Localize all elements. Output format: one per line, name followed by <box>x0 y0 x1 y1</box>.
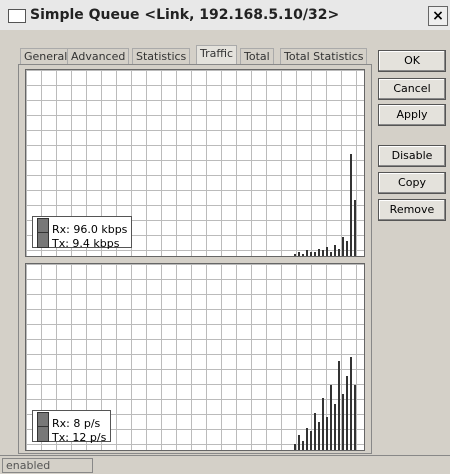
traffic-bar <box>326 417 328 450</box>
traffic-bar <box>330 252 332 256</box>
window-icon <box>8 9 26 23</box>
traffic-bar <box>338 361 340 450</box>
traffic-bar <box>314 252 316 256</box>
status-bar: enabled <box>0 455 450 474</box>
legend-entry: Rx: 96.0 kbps <box>37 218 127 232</box>
traffic-bar <box>342 237 344 256</box>
traffic-bar <box>326 247 328 256</box>
traffic-bar <box>306 250 308 256</box>
traffic-bar <box>306 428 308 450</box>
button[interactable]: Cancel <box>378 78 446 100</box>
traffic-bar <box>338 249 340 256</box>
tab[interactable]: Total Statistics <box>280 48 367 65</box>
traffic-bar <box>354 200 356 256</box>
traffic-bar <box>322 398 324 450</box>
traffic-bar <box>334 404 336 451</box>
traffic-bar <box>302 441 304 450</box>
traffic-bar <box>298 435 300 450</box>
traffic-bar <box>310 252 312 256</box>
tab[interactable]: General <box>20 48 71 65</box>
button[interactable]: Copy <box>378 172 446 194</box>
traffic-bar <box>354 385 356 450</box>
tab[interactable]: Total <box>240 48 274 65</box>
tab[interactable]: Traffic <box>196 45 237 65</box>
window: Simple Queue <Link, 192.168.5.10/32> × G… <box>0 0 450 473</box>
traffic-bar <box>322 250 324 256</box>
title-bar: Simple Queue <Link, 192.168.5.10/32> × <box>0 0 450 30</box>
traffic-bar <box>350 357 352 450</box>
button[interactable]: OK <box>378 50 446 72</box>
traffic-bar <box>350 154 352 256</box>
traffic-bar <box>298 252 300 256</box>
legend-entry: Tx: 12 p/s <box>37 426 106 440</box>
traffic-bar <box>294 254 296 256</box>
traffic-bar <box>334 245 336 256</box>
legend-swatch <box>37 426 49 442</box>
traffic-bar <box>318 249 320 256</box>
traffic-bar <box>342 394 344 450</box>
legend-entry: Rx: 8 p/s <box>37 412 106 426</box>
button[interactable]: Remove <box>378 199 446 221</box>
tab[interactable]: Advanced <box>67 48 129 65</box>
tab[interactable]: Statistics <box>132 48 190 65</box>
window-title: Simple Queue <Link, 192.168.5.10/32> <box>30 7 339 23</box>
traffic-bar <box>314 413 316 450</box>
traffic-bar <box>318 422 320 450</box>
traffic-bar <box>294 444 296 450</box>
close-button[interactable]: × <box>428 6 448 26</box>
status-text: enabled <box>2 458 93 473</box>
legend-swatch <box>37 232 49 248</box>
traffic-bar <box>302 254 304 256</box>
traffic-bar <box>330 385 332 450</box>
traffic-bar <box>346 241 348 256</box>
legend-entry: Tx: 9.4 kbps <box>37 232 127 246</box>
legend-text: Tx: 9.4 kbps <box>52 237 120 250</box>
button[interactable]: Disable <box>378 145 446 167</box>
button[interactable]: Apply <box>378 104 446 126</box>
traffic-bar <box>346 376 348 450</box>
legend-text: Tx: 12 p/s <box>52 431 106 444</box>
traffic-bar <box>310 431 312 450</box>
